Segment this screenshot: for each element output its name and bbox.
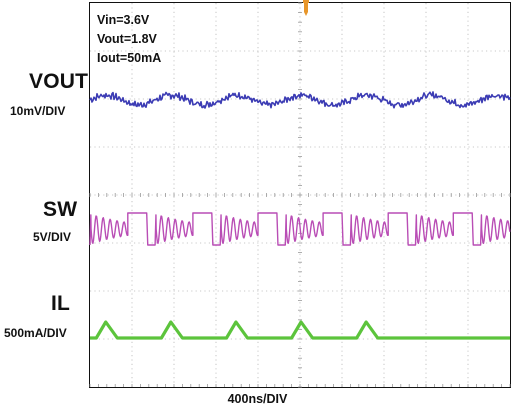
series-name-vout: VOUT — [29, 70, 89, 93]
series-scale-il: 500mA/DIV — [4, 326, 67, 340]
condition-vin: Vin=3.6V — [97, 13, 150, 27]
series-scale-vout: 10mV/DIV — [10, 104, 66, 118]
series-line-vout — [89, 91, 511, 109]
series-name-sw: SW — [43, 198, 78, 221]
traces — [89, 91, 511, 340]
x-axis-label: 400ns/DIV — [227, 392, 288, 406]
condition-iout: Iout=50mA — [97, 51, 162, 65]
grid — [89, 2, 511, 388]
series-line-il — [90, 320, 510, 340]
series-scale-sw: 5V/DIV — [33, 230, 72, 244]
series-name-il: IL — [51, 292, 71, 315]
condition-vout: Vout=1.8V — [97, 32, 157, 46]
trigger-marker — [301, 0, 311, 16]
series-line-sw — [89, 212, 511, 246]
